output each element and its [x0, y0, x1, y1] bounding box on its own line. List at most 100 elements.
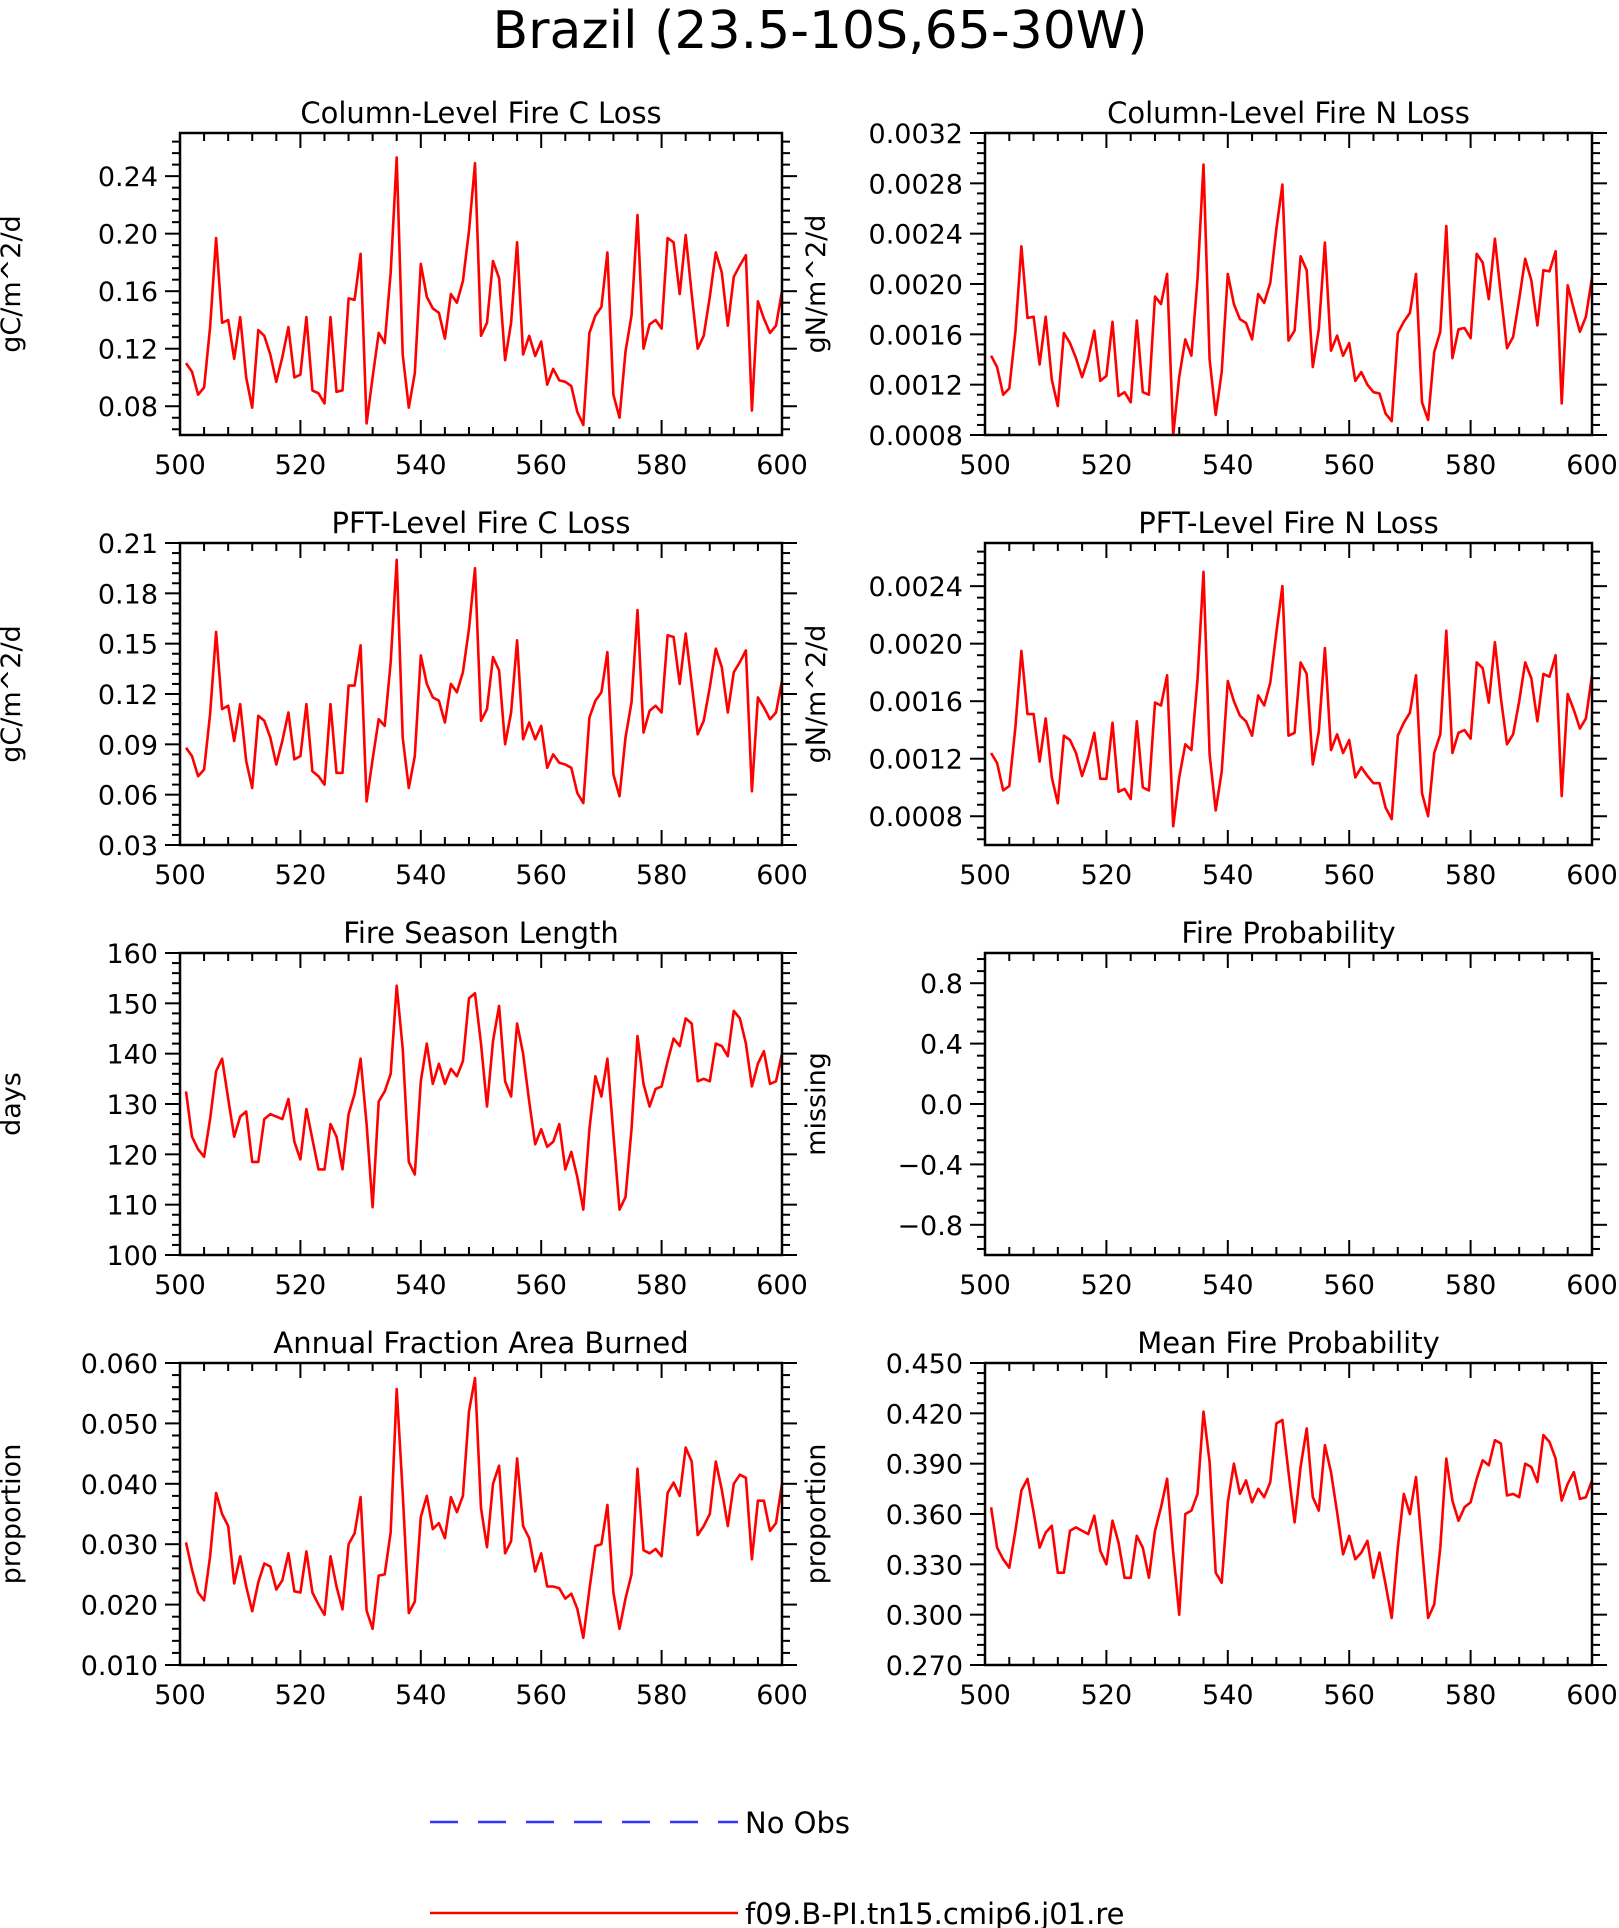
x-tick-label: 580 — [636, 1270, 688, 1301]
panel-1-ylabel: gC/m^2/d — [0, 215, 27, 352]
x-tick-label: 500 — [154, 860, 206, 891]
y-tick-label: 0.390 — [886, 1450, 963, 1481]
x-tick-label: 580 — [1445, 450, 1497, 481]
x-tick-label: 520 — [275, 1270, 327, 1301]
x-tick-label: 520 — [1081, 1270, 1133, 1301]
x-tick-label: 600 — [1566, 1270, 1618, 1301]
panel-7-ylabel: proportion — [0, 1444, 27, 1585]
y-tick-label: 0.06 — [98, 781, 158, 812]
y-tick-label: 100 — [106, 1241, 158, 1272]
y-tick-label: 0.0024 — [869, 220, 963, 251]
panel-7: 500 520 540 560 580 600 0.010 0.020 0.030 0.040 0.… — [0, 1326, 808, 1711]
panel-6-ylabel: missing — [801, 1052, 832, 1156]
y-tick-label: −0.4 — [897, 1150, 963, 1181]
panel-1-axis-frame — [178, 131, 784, 437]
panel-8-ylabel: proportion — [801, 1444, 832, 1585]
y-tick-label: 0.0016 — [869, 320, 963, 351]
panel-6: 500 520 540 560 580 600 −0.8 −0.4 0.0 0.4 0.8 Fire … — [801, 916, 1618, 1301]
y-tick-label: 0.300 — [886, 1601, 963, 1632]
panel-4-title: PFT-Level Fire N Loss — [1138, 506, 1438, 540]
y-tick-label: 0.09 — [98, 730, 158, 761]
x-tick-label: 600 — [756, 1270, 808, 1301]
y-tick-label: 120 — [106, 1140, 158, 1171]
x-tick-label: 580 — [1445, 1270, 1497, 1301]
y-tick-label: 0.0008 — [869, 421, 963, 452]
x-tick-label: 580 — [1445, 860, 1497, 891]
y-tick-label: 0.0020 — [869, 630, 963, 661]
y-tick-label: 0.20 — [98, 220, 158, 251]
panel-4: 500 520 540 560 580 600 0.0008 0.0012 0.0016 0.00… — [801, 506, 1618, 891]
x-tick-label: 600 — [1566, 450, 1618, 481]
panel-3-title: PFT-Level Fire C Loss — [332, 506, 631, 540]
legend: No Obs f09.B-PI.tn15.cmip6.j01.re — [430, 1806, 1124, 1928]
y-tick-label: 0.24 — [98, 162, 158, 193]
x-tick-label: 520 — [1081, 860, 1133, 891]
x-tick-label: 600 — [1566, 860, 1618, 891]
y-tick-label: 110 — [106, 1191, 158, 1222]
x-tick-label: 580 — [636, 860, 688, 891]
panel-2-ylabel: gN/m^2/d — [801, 215, 832, 354]
x-tick-label: 540 — [1202, 450, 1254, 481]
y-tick-label: 0.0016 — [869, 687, 963, 718]
x-tick-label: 560 — [1323, 450, 1375, 481]
panel-3-series-line-1 — [184, 558, 784, 805]
y-tick-label: 0.060 — [81, 1349, 158, 1380]
panel-3-ylabel: gC/m^2/d — [0, 625, 27, 762]
y-tick-label: 0.8 — [920, 969, 963, 1000]
panel-5: 500 520 540 560 580 600 100 110 120 130 140 150 160 F… — [0, 916, 808, 1301]
y-tick-label: 0.0020 — [869, 270, 963, 301]
panel-3: 500 520 540 560 580 600 0.03 0.06 0.09 0.12 0.15 0.… — [0, 506, 808, 891]
x-tick-label: 560 — [515, 860, 567, 891]
panel-2-title: Column-Level Fire N Loss — [1107, 96, 1470, 130]
panel-8: 500 520 540 560 580 600 0.270 0.300 0.330 0.360 0.… — [801, 1326, 1618, 1711]
x-tick-label: 580 — [636, 450, 688, 481]
panel-5-title: Fire Season Length — [343, 916, 618, 950]
y-tick-label: 0.0012 — [869, 371, 963, 402]
y-tick-label: 0.18 — [98, 579, 158, 610]
x-tick-label: 580 — [1445, 1680, 1497, 1711]
x-tick-label: 600 — [1566, 1680, 1618, 1711]
x-tick-label: 540 — [395, 860, 447, 891]
y-tick-label: 150 — [106, 989, 158, 1020]
panel-7-title: Annual Fraction Area Burned — [273, 1326, 688, 1360]
y-tick-label: 0.0008 — [869, 802, 963, 833]
panel-5-series-line-1 — [184, 984, 784, 1211]
x-tick-label: 560 — [515, 1680, 567, 1711]
x-tick-label: 500 — [154, 1680, 206, 1711]
x-tick-label: 520 — [1081, 1680, 1133, 1711]
x-tick-label: 600 — [756, 1680, 808, 1711]
y-tick-label: 0.020 — [81, 1591, 158, 1622]
panel-8-series-line-1 — [989, 1410, 1594, 1620]
y-tick-label: 0.0012 — [869, 745, 963, 776]
panel-2: 500 520 540 560 580 600 0.0008 0.0012 0.0016 0.00… — [801, 96, 1618, 481]
panel-4-axis-frame — [983, 541, 1594, 847]
y-tick-label: 0.360 — [886, 1500, 963, 1531]
y-tick-label: 0.03 — [98, 831, 158, 862]
x-tick-label: 600 — [756, 860, 808, 891]
panel-2-series-line-1 — [989, 163, 1594, 437]
x-tick-label: 500 — [959, 860, 1011, 891]
y-tick-label: 160 — [106, 939, 158, 970]
y-tick-label: 0.12 — [98, 680, 158, 711]
y-tick-label: 0.15 — [98, 630, 158, 661]
y-tick-label: 0.12 — [98, 335, 158, 366]
x-tick-label: 560 — [1323, 1680, 1375, 1711]
panel-1: 500 520 540 560 580 600 0.08 0.12 0.16 0.20 0.24 Co… — [0, 96, 808, 481]
x-tick-label: 540 — [395, 1680, 447, 1711]
y-tick-label: 0.08 — [98, 392, 158, 423]
panel-5-ylabel: days — [0, 1072, 27, 1136]
y-tick-label: 0.270 — [886, 1651, 963, 1682]
figure-title: Brazil (23.5-10S,65-30W) — [493, 1, 1148, 61]
x-tick-label: 600 — [756, 450, 808, 481]
legend-obs-label: No Obs — [745, 1806, 850, 1840]
x-tick-label: 520 — [1081, 450, 1133, 481]
x-tick-label: 500 — [959, 1680, 1011, 1711]
panel-7-axis-frame — [178, 1361, 784, 1667]
x-tick-label: 580 — [636, 1680, 688, 1711]
panel-7-series-line-1 — [184, 1376, 784, 1640]
x-tick-label: 500 — [154, 1270, 206, 1301]
panel-6-title: Fire Probability — [1181, 916, 1395, 950]
x-tick-label: 500 — [959, 1270, 1011, 1301]
x-tick-label: 520 — [275, 1680, 327, 1711]
